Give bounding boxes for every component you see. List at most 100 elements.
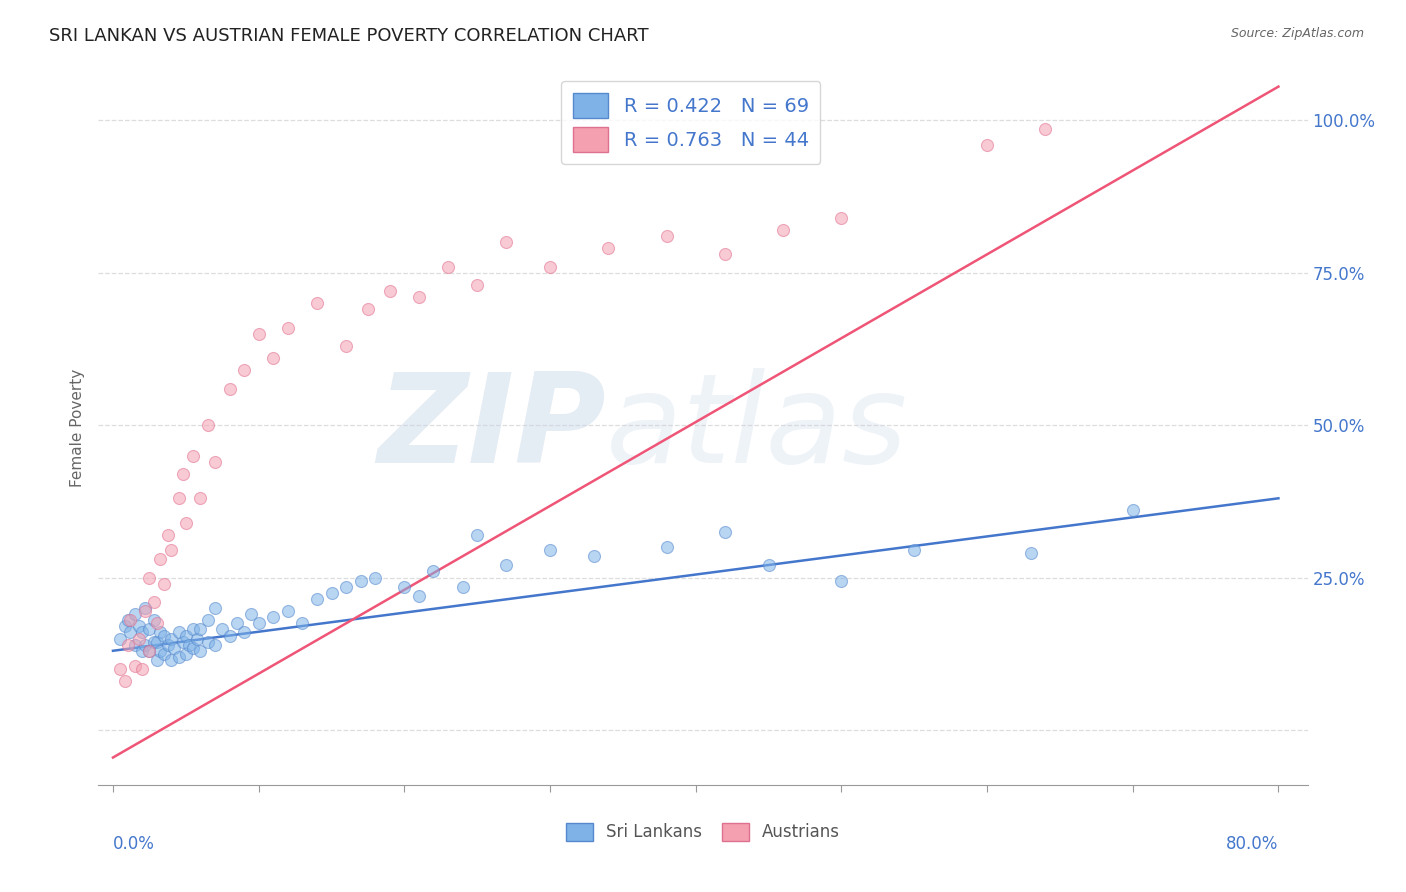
Point bbox=[277, 320, 299, 334]
Point bbox=[218, 382, 240, 396]
Point bbox=[149, 625, 172, 640]
Point bbox=[465, 528, 488, 542]
Point bbox=[124, 607, 146, 622]
Point bbox=[114, 619, 136, 633]
Point bbox=[655, 229, 678, 244]
Point bbox=[211, 623, 233, 637]
Point bbox=[1122, 503, 1144, 517]
Point bbox=[110, 662, 132, 676]
Point bbox=[378, 284, 401, 298]
Point bbox=[233, 625, 256, 640]
Point bbox=[190, 491, 212, 506]
Point bbox=[128, 619, 150, 633]
Point bbox=[190, 623, 212, 637]
Point bbox=[131, 662, 153, 676]
Point bbox=[218, 628, 240, 642]
Point bbox=[197, 613, 219, 627]
Point bbox=[1019, 546, 1042, 560]
Legend: Sri Lankans, Austrians: Sri Lankans, Austrians bbox=[560, 816, 846, 848]
Point bbox=[163, 640, 186, 655]
Point bbox=[538, 543, 561, 558]
Point bbox=[110, 632, 132, 646]
Point bbox=[364, 571, 387, 585]
Point bbox=[120, 625, 142, 640]
Text: atlas: atlas bbox=[606, 368, 908, 489]
Point bbox=[172, 634, 194, 648]
Point bbox=[305, 591, 328, 606]
Point bbox=[538, 260, 561, 274]
Point bbox=[655, 540, 678, 554]
Point bbox=[262, 351, 284, 365]
Point bbox=[204, 455, 226, 469]
Point bbox=[167, 649, 190, 664]
Point bbox=[495, 558, 517, 573]
Point bbox=[714, 524, 737, 539]
Point bbox=[181, 623, 204, 637]
Point bbox=[233, 363, 256, 377]
Point bbox=[174, 647, 197, 661]
Point bbox=[167, 625, 190, 640]
Y-axis label: Female Poverty: Female Poverty bbox=[69, 369, 84, 487]
Point bbox=[128, 632, 150, 646]
Point bbox=[451, 580, 474, 594]
Point bbox=[167, 491, 190, 506]
Point bbox=[131, 625, 153, 640]
Point bbox=[335, 580, 357, 594]
Point bbox=[394, 580, 416, 594]
Point bbox=[149, 644, 172, 658]
Point bbox=[177, 638, 200, 652]
Point bbox=[204, 638, 226, 652]
Point bbox=[157, 528, 180, 542]
Point bbox=[160, 543, 183, 558]
Point bbox=[145, 653, 167, 667]
Point bbox=[598, 241, 620, 255]
Point bbox=[321, 586, 343, 600]
Point bbox=[149, 552, 172, 566]
Point bbox=[495, 235, 517, 249]
Point bbox=[291, 616, 314, 631]
Point bbox=[197, 634, 219, 648]
Text: ZIP: ZIP bbox=[378, 368, 606, 489]
Point bbox=[117, 638, 139, 652]
Point bbox=[422, 565, 444, 579]
Point bbox=[120, 613, 142, 627]
Point bbox=[1033, 122, 1056, 136]
Point bbox=[247, 616, 270, 631]
Point bbox=[145, 634, 167, 648]
Point bbox=[186, 632, 208, 646]
Point bbox=[305, 296, 328, 310]
Point bbox=[142, 595, 165, 609]
Point bbox=[204, 601, 226, 615]
Point bbox=[153, 647, 176, 661]
Point bbox=[240, 607, 263, 622]
Point bbox=[142, 613, 165, 627]
Point bbox=[134, 604, 156, 618]
Point bbox=[437, 260, 460, 274]
Point bbox=[197, 418, 219, 433]
Point bbox=[145, 616, 167, 631]
Point bbox=[758, 558, 780, 573]
Text: 0.0%: 0.0% bbox=[112, 835, 155, 853]
Point bbox=[138, 644, 160, 658]
Point bbox=[138, 571, 160, 585]
Point bbox=[114, 674, 136, 689]
Point bbox=[247, 326, 270, 341]
Point bbox=[181, 640, 204, 655]
Point bbox=[976, 137, 998, 152]
Point bbox=[142, 634, 165, 648]
Point bbox=[830, 574, 852, 588]
Point bbox=[174, 628, 197, 642]
Point bbox=[714, 247, 737, 261]
Point bbox=[174, 516, 197, 530]
Point bbox=[134, 601, 156, 615]
Point bbox=[160, 632, 183, 646]
Point bbox=[582, 549, 605, 564]
Point bbox=[172, 467, 194, 481]
Point bbox=[117, 613, 139, 627]
Point bbox=[124, 638, 146, 652]
Point bbox=[830, 211, 852, 225]
Point bbox=[357, 302, 380, 317]
Point bbox=[153, 576, 176, 591]
Point bbox=[131, 644, 153, 658]
Point bbox=[772, 223, 794, 237]
